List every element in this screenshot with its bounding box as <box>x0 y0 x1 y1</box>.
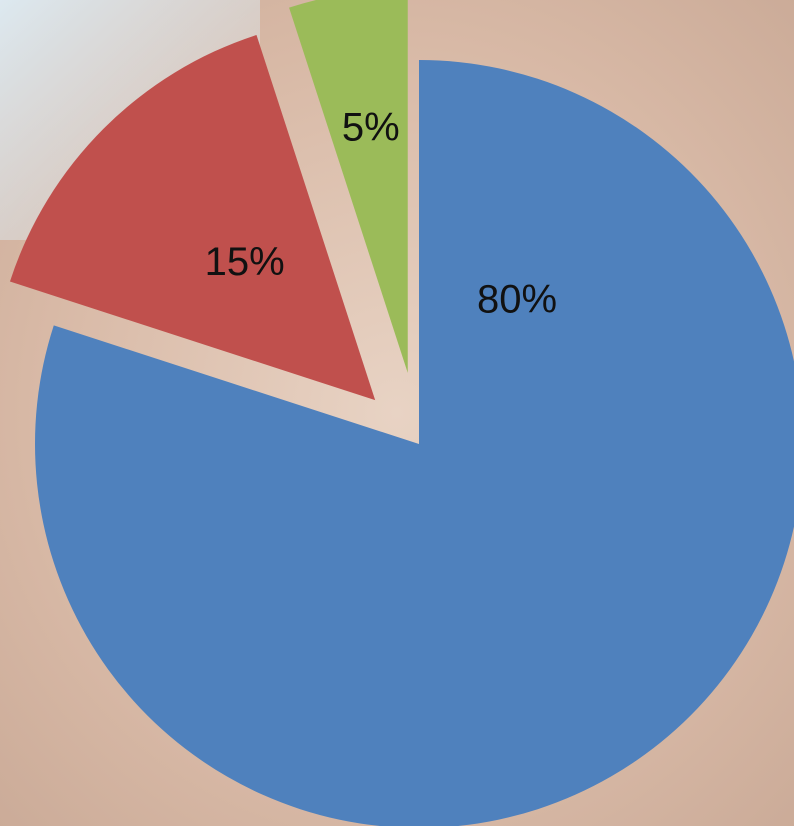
data-label: 15% <box>205 240 285 284</box>
page: 80%15%5% (() => { const data = JSON.pars… <box>0 0 794 826</box>
data-label: 5% <box>342 105 400 149</box>
data-label: 80% <box>477 277 557 321</box>
chart: 80% 15% 5% <box>0 0 794 826</box>
